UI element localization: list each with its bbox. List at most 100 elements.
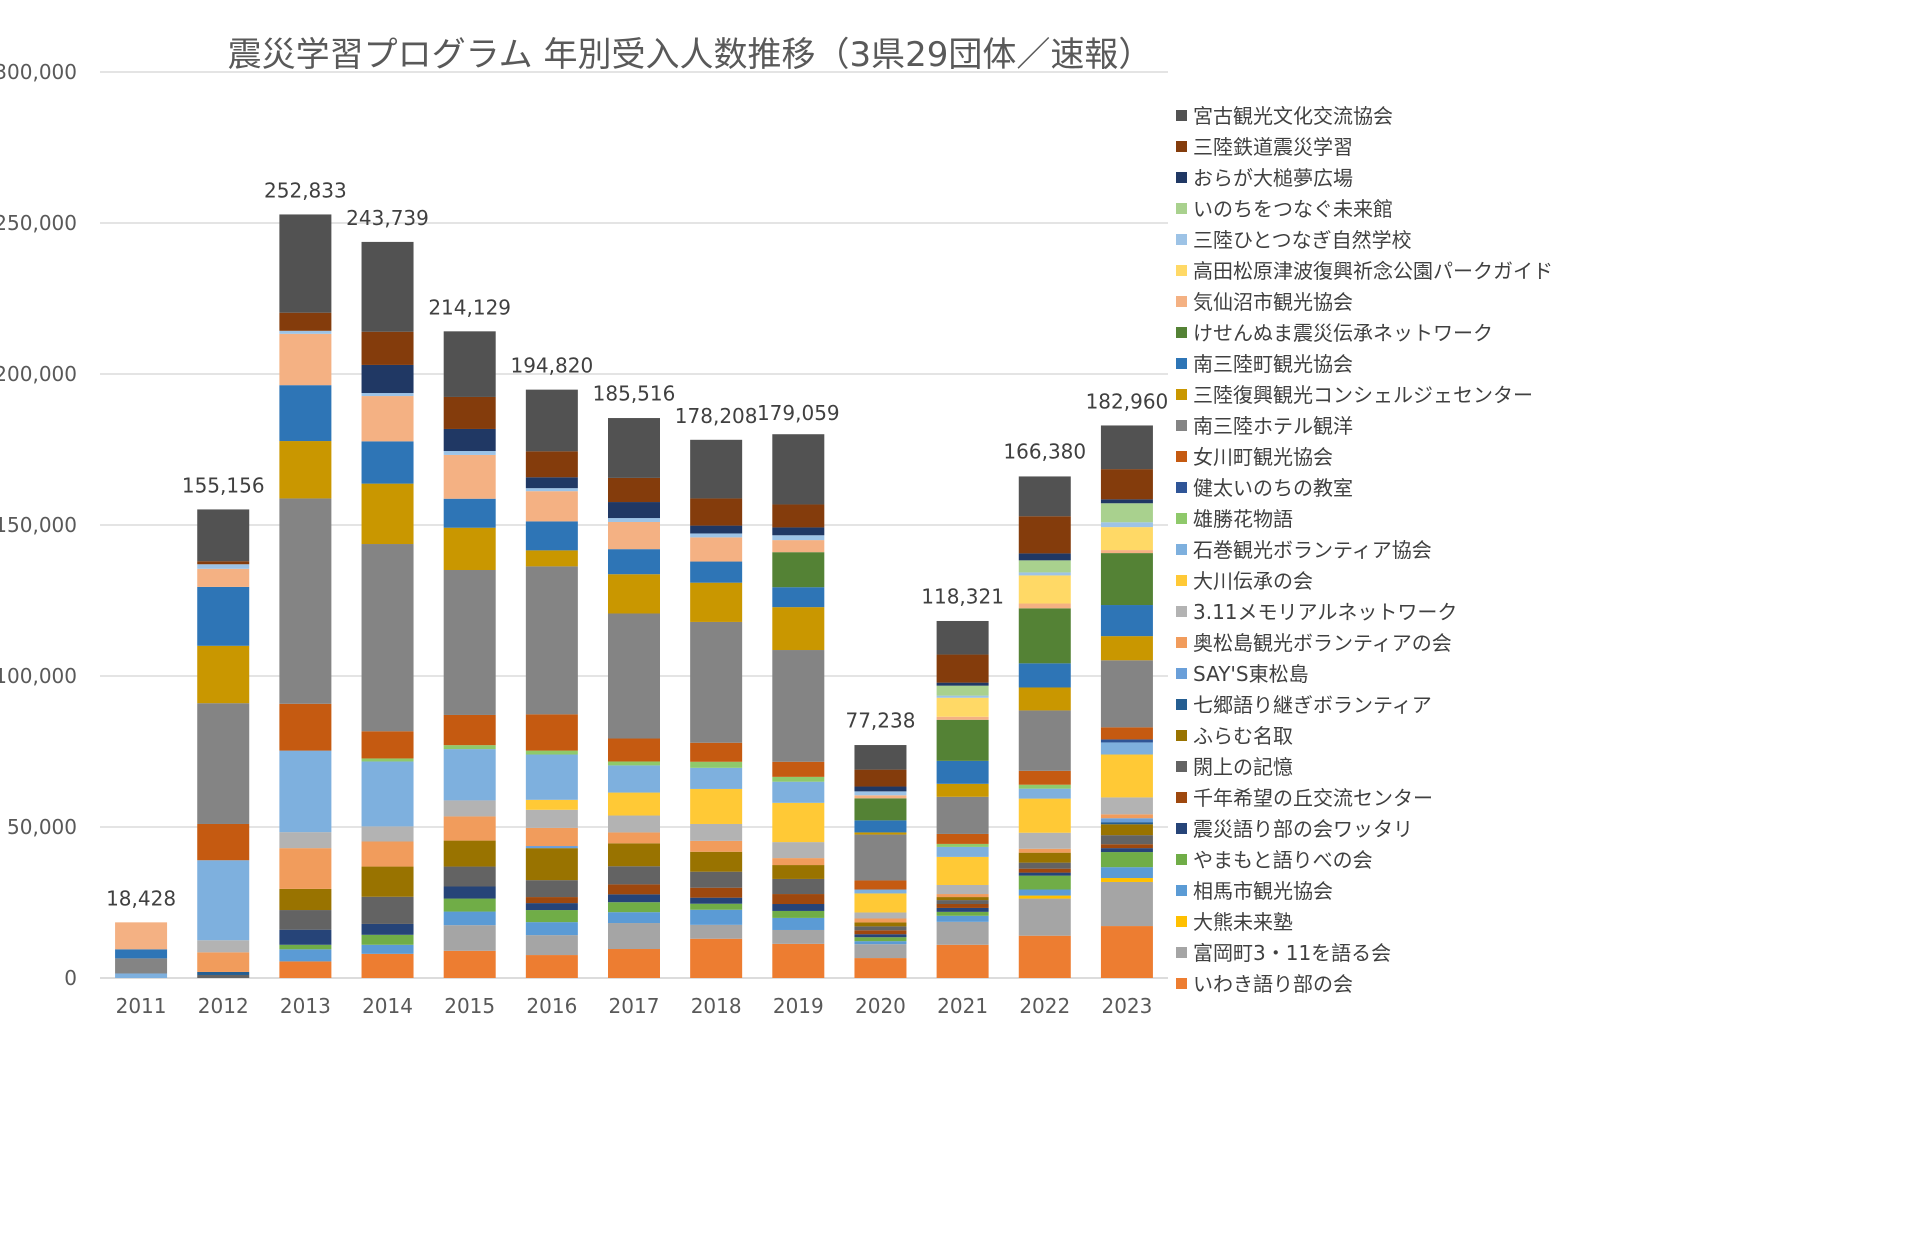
bar-segment-2022-15 [1018,798,1071,833]
legend-swatch [1176,916,1187,927]
bar-segment-2013-8 [279,385,332,442]
bar-segment-2013-10 [279,498,332,704]
bar-segment-2013-16 [279,832,332,849]
bar-segment-2020-0 [854,745,907,770]
bar-segment-2023-17 [1100,814,1153,819]
bar-segment-2016-0 [525,389,578,452]
bar-segment-2023-8 [1100,605,1153,637]
bar-segment-2023-16 [1100,797,1153,815]
bar-segment-2018-22 [690,887,743,898]
bar-segment-2020-17 [854,918,907,923]
bar-segment-2019-22 [772,894,825,905]
legend-swatch [1176,141,1187,152]
legend-item: 南三陸ホテル観洋 [1176,414,1353,438]
y-tick-label: 0 [64,966,77,990]
bar-segment-2020-27 [854,944,907,959]
legend-swatch [1176,389,1187,400]
legend-item: いわき語り部の会 [1176,972,1353,996]
bar-segment-2014-0 [361,241,414,332]
bar-segment-2015-6 [443,454,496,499]
bar-segment-2017-4 [608,518,660,522]
bar-segment-2017-24 [608,902,660,913]
bar-segment-2016-4 [525,488,578,492]
bar-segment-2014-10 [361,544,414,732]
y-tick-label: 300,000 [0,60,77,84]
bar-segment-2022-4 [1018,572,1071,576]
bar-segment-2017-21 [608,866,660,885]
chart-title: 震災学習プログラム 年別受入人数推移（3県29団体／速報） [228,35,1153,75]
legend-label: 三陸鉄道震災学習 [1193,135,1353,159]
bar-segment-2023-1 [1100,469,1153,500]
bar-segment-2016-17 [525,827,578,847]
bar-segment-2018-4 [690,533,743,538]
legend-swatch [1176,699,1187,710]
legend: 宮古観光文化交流協会三陸鉄道震災学習おらが大槌夢広場いのちをつなぐ未来館三陸ひと… [1176,104,1553,996]
bar-segment-2020-10 [854,834,907,881]
bar-segment-2012-14 [197,860,250,941]
legend-item: 宮古観光文化交流協会 [1176,104,1393,128]
bar-segment-2013-0 [279,214,332,313]
bar-segment-2018-14 [690,767,743,789]
legend-swatch [1176,978,1187,989]
bar-segment-2017-27 [608,923,660,950]
bar-segment-2012-1 [197,561,250,565]
total-label: 194,820 [510,354,593,378]
legend-item: 女川町観光協会 [1176,445,1333,469]
total-label: 179,059 [757,401,840,425]
legend-label: 大熊未来塾 [1193,910,1293,934]
legend-label: 三陸ひとつなぎ自然学校 [1193,228,1412,252]
bar-segment-2017-20 [608,843,660,867]
bar-segment-2022-0 [1018,476,1071,517]
bar-segment-2019-27 [772,929,825,944]
bar-segment-2014-23 [361,923,414,935]
legend-swatch [1176,761,1187,772]
bar-segment-2019-7 [772,552,825,588]
bar-segment-2014-20 [361,866,414,897]
bar-segment-2019-6 [772,540,825,553]
bar-segment-2019-15 [772,802,825,843]
bar-segment-2023-2 [1100,499,1153,504]
bar-segment-2018-16 [690,823,743,841]
bar-segment-2023-25 [1100,867,1153,879]
legend-label: 3.11メモリアルネットワーク [1193,600,1457,624]
bar-segment-2011-6 [115,922,168,950]
bar-segment-2022-5 [1018,575,1071,604]
legend-label: けせんぬま震災伝承ネットワーク [1193,321,1493,345]
bar-segment-2016-16 [525,809,578,828]
legend-item: 奥松島観光ボランティアの会 [1176,631,1452,655]
legend-label: 健太いのちの教室 [1193,476,1353,500]
bar-segment-2016-9 [525,550,578,567]
bar-segment-2022-23 [1018,872,1071,876]
bar-segment-2020-9 [854,832,907,835]
total-label: 243,739 [346,206,429,230]
bar-segment-2014-4 [361,393,414,397]
legend-swatch [1176,885,1187,896]
bar-segment-2018-27 [690,924,743,939]
bar-segment-2019-4 [772,535,825,541]
bar-segment-2017-0 [608,418,660,478]
legend-item: SAY'S東松島 [1176,662,1309,686]
bar-segment-2023-9 [1100,636,1153,661]
bar-segment-2022-14 [1018,788,1071,799]
bar-segment-2019-16 [772,842,825,859]
bar-segment-2012-6 [197,568,250,587]
bar-segment-2015-0 [443,331,496,397]
bar-segment-2013-21 [279,910,332,930]
bar-segment-2012-10 [197,703,250,824]
legend-item: 千年希望の丘交流センター [1176,786,1433,810]
legend-label: いわき語り部の会 [1193,972,1353,996]
bar-segment-2012-16 [197,940,250,953]
bar-segment-2013-1 [279,312,332,331]
bar-segment-2018-24 [690,903,743,910]
legend-label: 南三陸ホテル観洋 [1193,414,1353,438]
bar-segment-2023-18 [1100,818,1153,823]
x-tick-label: 2011 [116,994,167,1018]
bar-segment-2020-6 [854,795,907,799]
bar-segment-2020-4 [854,791,907,796]
bar-segment-2018-17 [690,840,743,852]
bars [115,214,1153,978]
bar-segment-2022-26 [1018,895,1071,899]
bar-segment-2023-3 [1100,503,1153,523]
legend-swatch [1176,234,1187,245]
bar-segment-2016-11 [525,714,578,751]
